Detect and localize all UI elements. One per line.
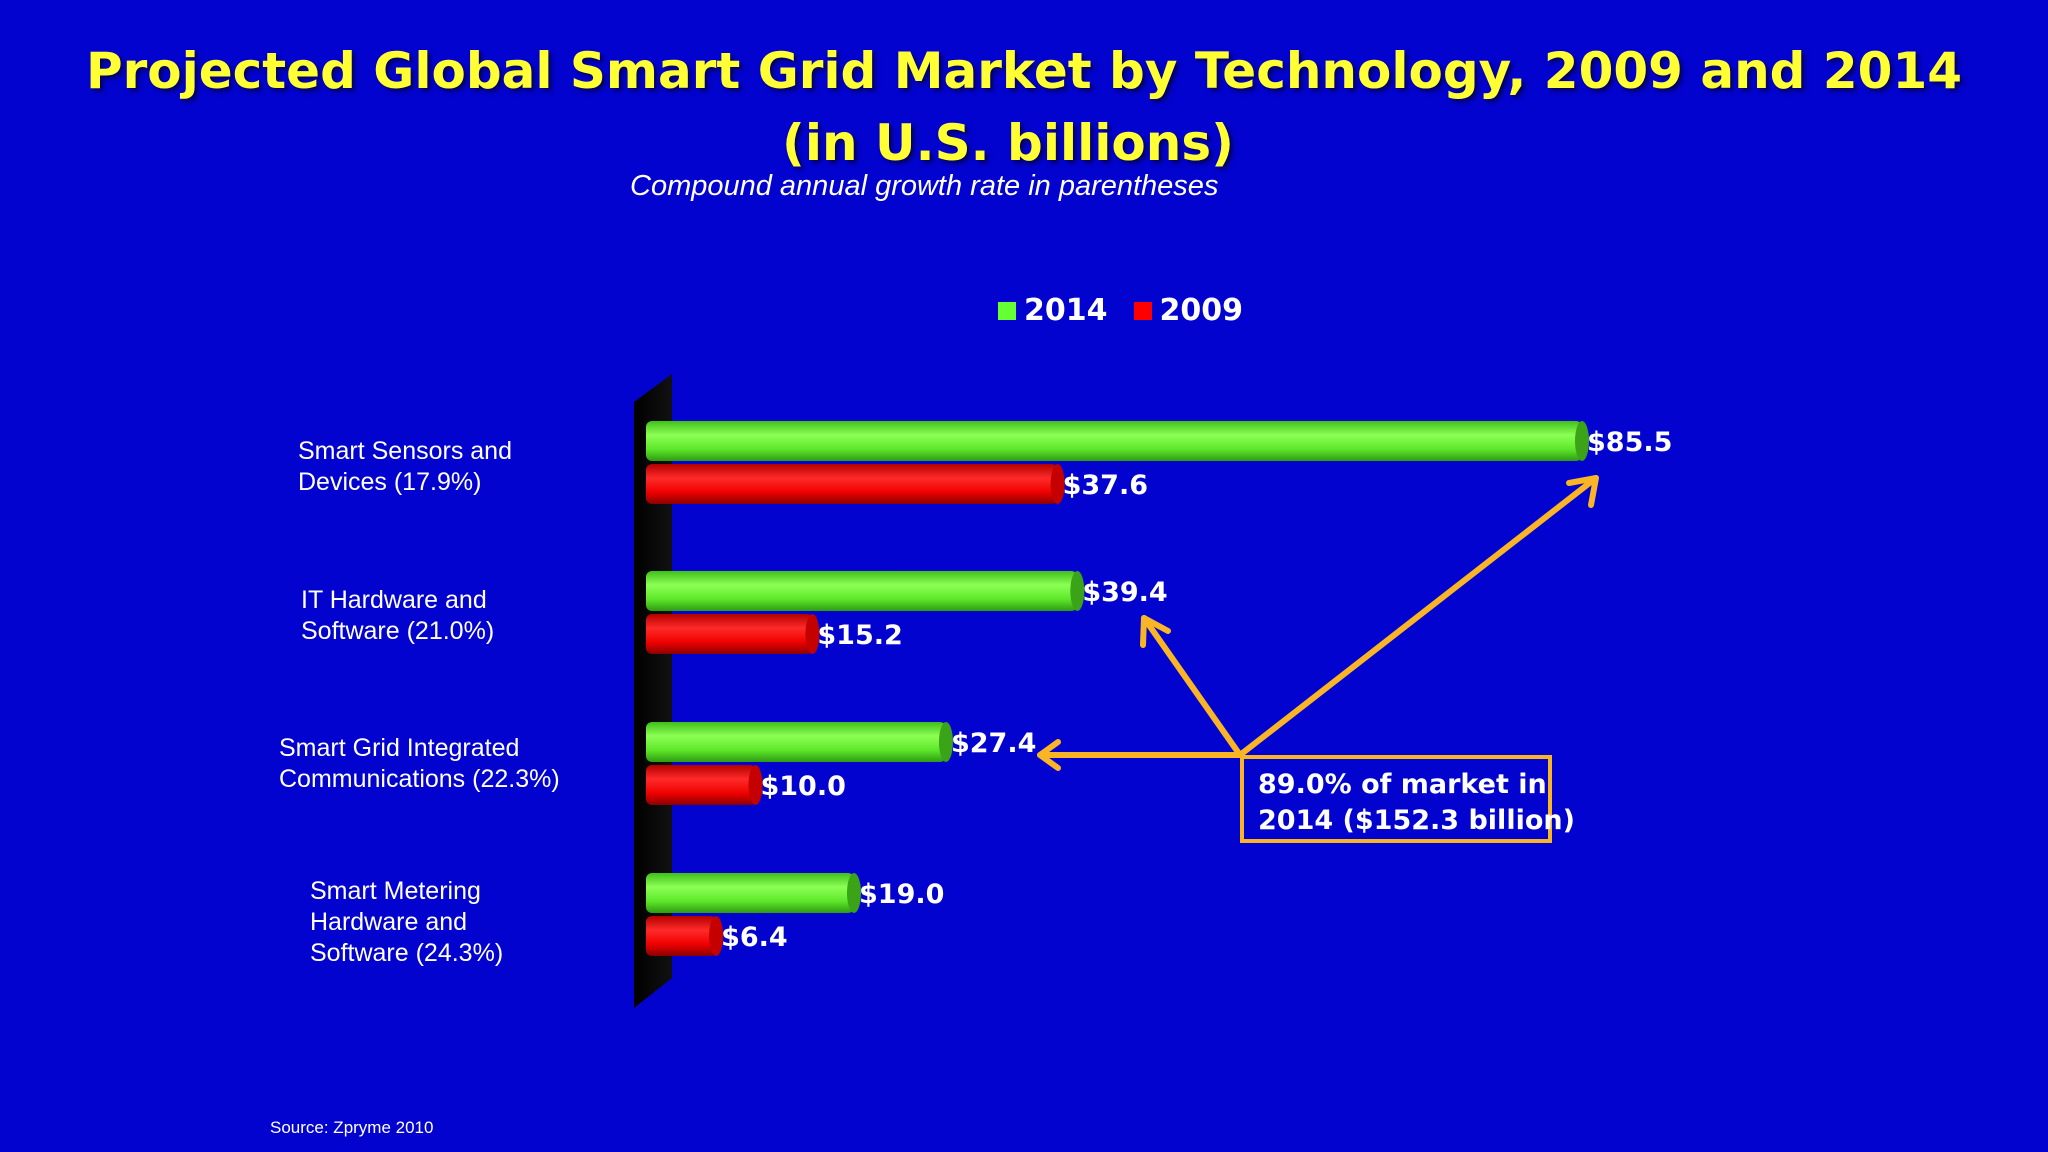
bar-2014-cap <box>938 722 953 762</box>
bar-2014 <box>646 722 946 762</box>
bar-2014 <box>646 571 1078 611</box>
category-label-line: Hardware and <box>310 908 468 936</box>
legend-item-2009: 2009 <box>1133 293 1244 328</box>
category-label-line: Smart Grid Integrated <box>279 734 520 762</box>
bar-2009-cap <box>1050 464 1065 504</box>
arrow-head <box>1140 615 1171 648</box>
bar-2009 <box>646 614 813 654</box>
legend-item-2014: 2014 <box>998 293 1108 328</box>
legend-label-2009: 2009 <box>1159 293 1244 328</box>
data-label: $27.4 <box>951 728 1036 759</box>
data-label: $19.0 <box>859 879 944 910</box>
bar-2014 <box>646 873 854 913</box>
callout-arrows <box>1037 475 1599 771</box>
callout-line1: 89.0% of market in <box>1258 769 1547 800</box>
legend-swatch-2014 <box>998 301 1016 320</box>
data-label: $6.4 <box>721 922 788 953</box>
chart-title-units: (in U.S. billions) <box>782 114 1234 172</box>
bar-2009 <box>646 765 756 805</box>
bar-2009-cap <box>748 765 763 805</box>
data-label: $37.6 <box>1063 470 1148 501</box>
category-label-line: Software (24.3%) <box>310 939 504 967</box>
category-label-line: Smart Sensors and <box>298 437 512 465</box>
legend-label-2014: 2014 <box>1024 293 1108 328</box>
callout-box: 89.0% of market in 2014 ($152.3 billion) <box>1240 755 1575 843</box>
bar-2014-cap <box>1070 571 1085 611</box>
axis-wall <box>634 374 672 1008</box>
data-label: $39.4 <box>1082 577 1167 608</box>
data-label: $15.2 <box>817 620 902 651</box>
callout-line2: 2014 ($152.3 billion) <box>1258 805 1575 836</box>
chart-subtitle: Compound annual growth rate in parenthes… <box>630 170 1219 202</box>
category-label: Smart Grid Integrated Communications (22… <box>279 733 560 795</box>
arrow-line <box>1237 475 1599 758</box>
bar-2014-cap <box>847 873 861 913</box>
chart-title: Projected Global Smart Grid Market by Te… <box>85 42 1963 100</box>
bars-group: $85.5 $37.6 $39.4 $15.2 $27.4 $10.0 $19.0 $6.4 <box>646 421 1672 956</box>
category-label-line: Smart Metering <box>310 877 481 905</box>
bar-2009 <box>646 916 717 956</box>
bar-2014 <box>646 421 1582 461</box>
legend-swatch-2009 <box>1133 301 1152 320</box>
arrow-head <box>1566 475 1599 508</box>
category-label-line: Communications (22.3%) <box>279 765 560 793</box>
category-label-line: Devices (17.9%) <box>298 468 482 496</box>
source-note: Source: Zpryme 2010 <box>270 1118 434 1137</box>
bar-2009-cap <box>805 614 820 654</box>
data-label: $85.5 <box>1587 427 1672 458</box>
category-label: IT Hardware and Software (21.0%) <box>301 585 494 647</box>
category-label-line: Software (21.0%) <box>301 617 495 645</box>
legend: 2014 2009 <box>998 293 1269 328</box>
data-label: $10.0 <box>760 771 845 802</box>
category-label-line: IT Hardware and <box>301 586 487 614</box>
bar-2009 <box>646 464 1058 504</box>
bar-2009-cap <box>709 916 724 956</box>
arrow-line <box>1141 615 1243 758</box>
arrow-head <box>1037 739 1061 771</box>
bar-2014-cap <box>1575 421 1589 461</box>
category-label: Smart Metering Hardware and Software (24… <box>310 876 503 969</box>
category-label: Smart Sensors and Devices (17.9%) <box>298 436 512 498</box>
